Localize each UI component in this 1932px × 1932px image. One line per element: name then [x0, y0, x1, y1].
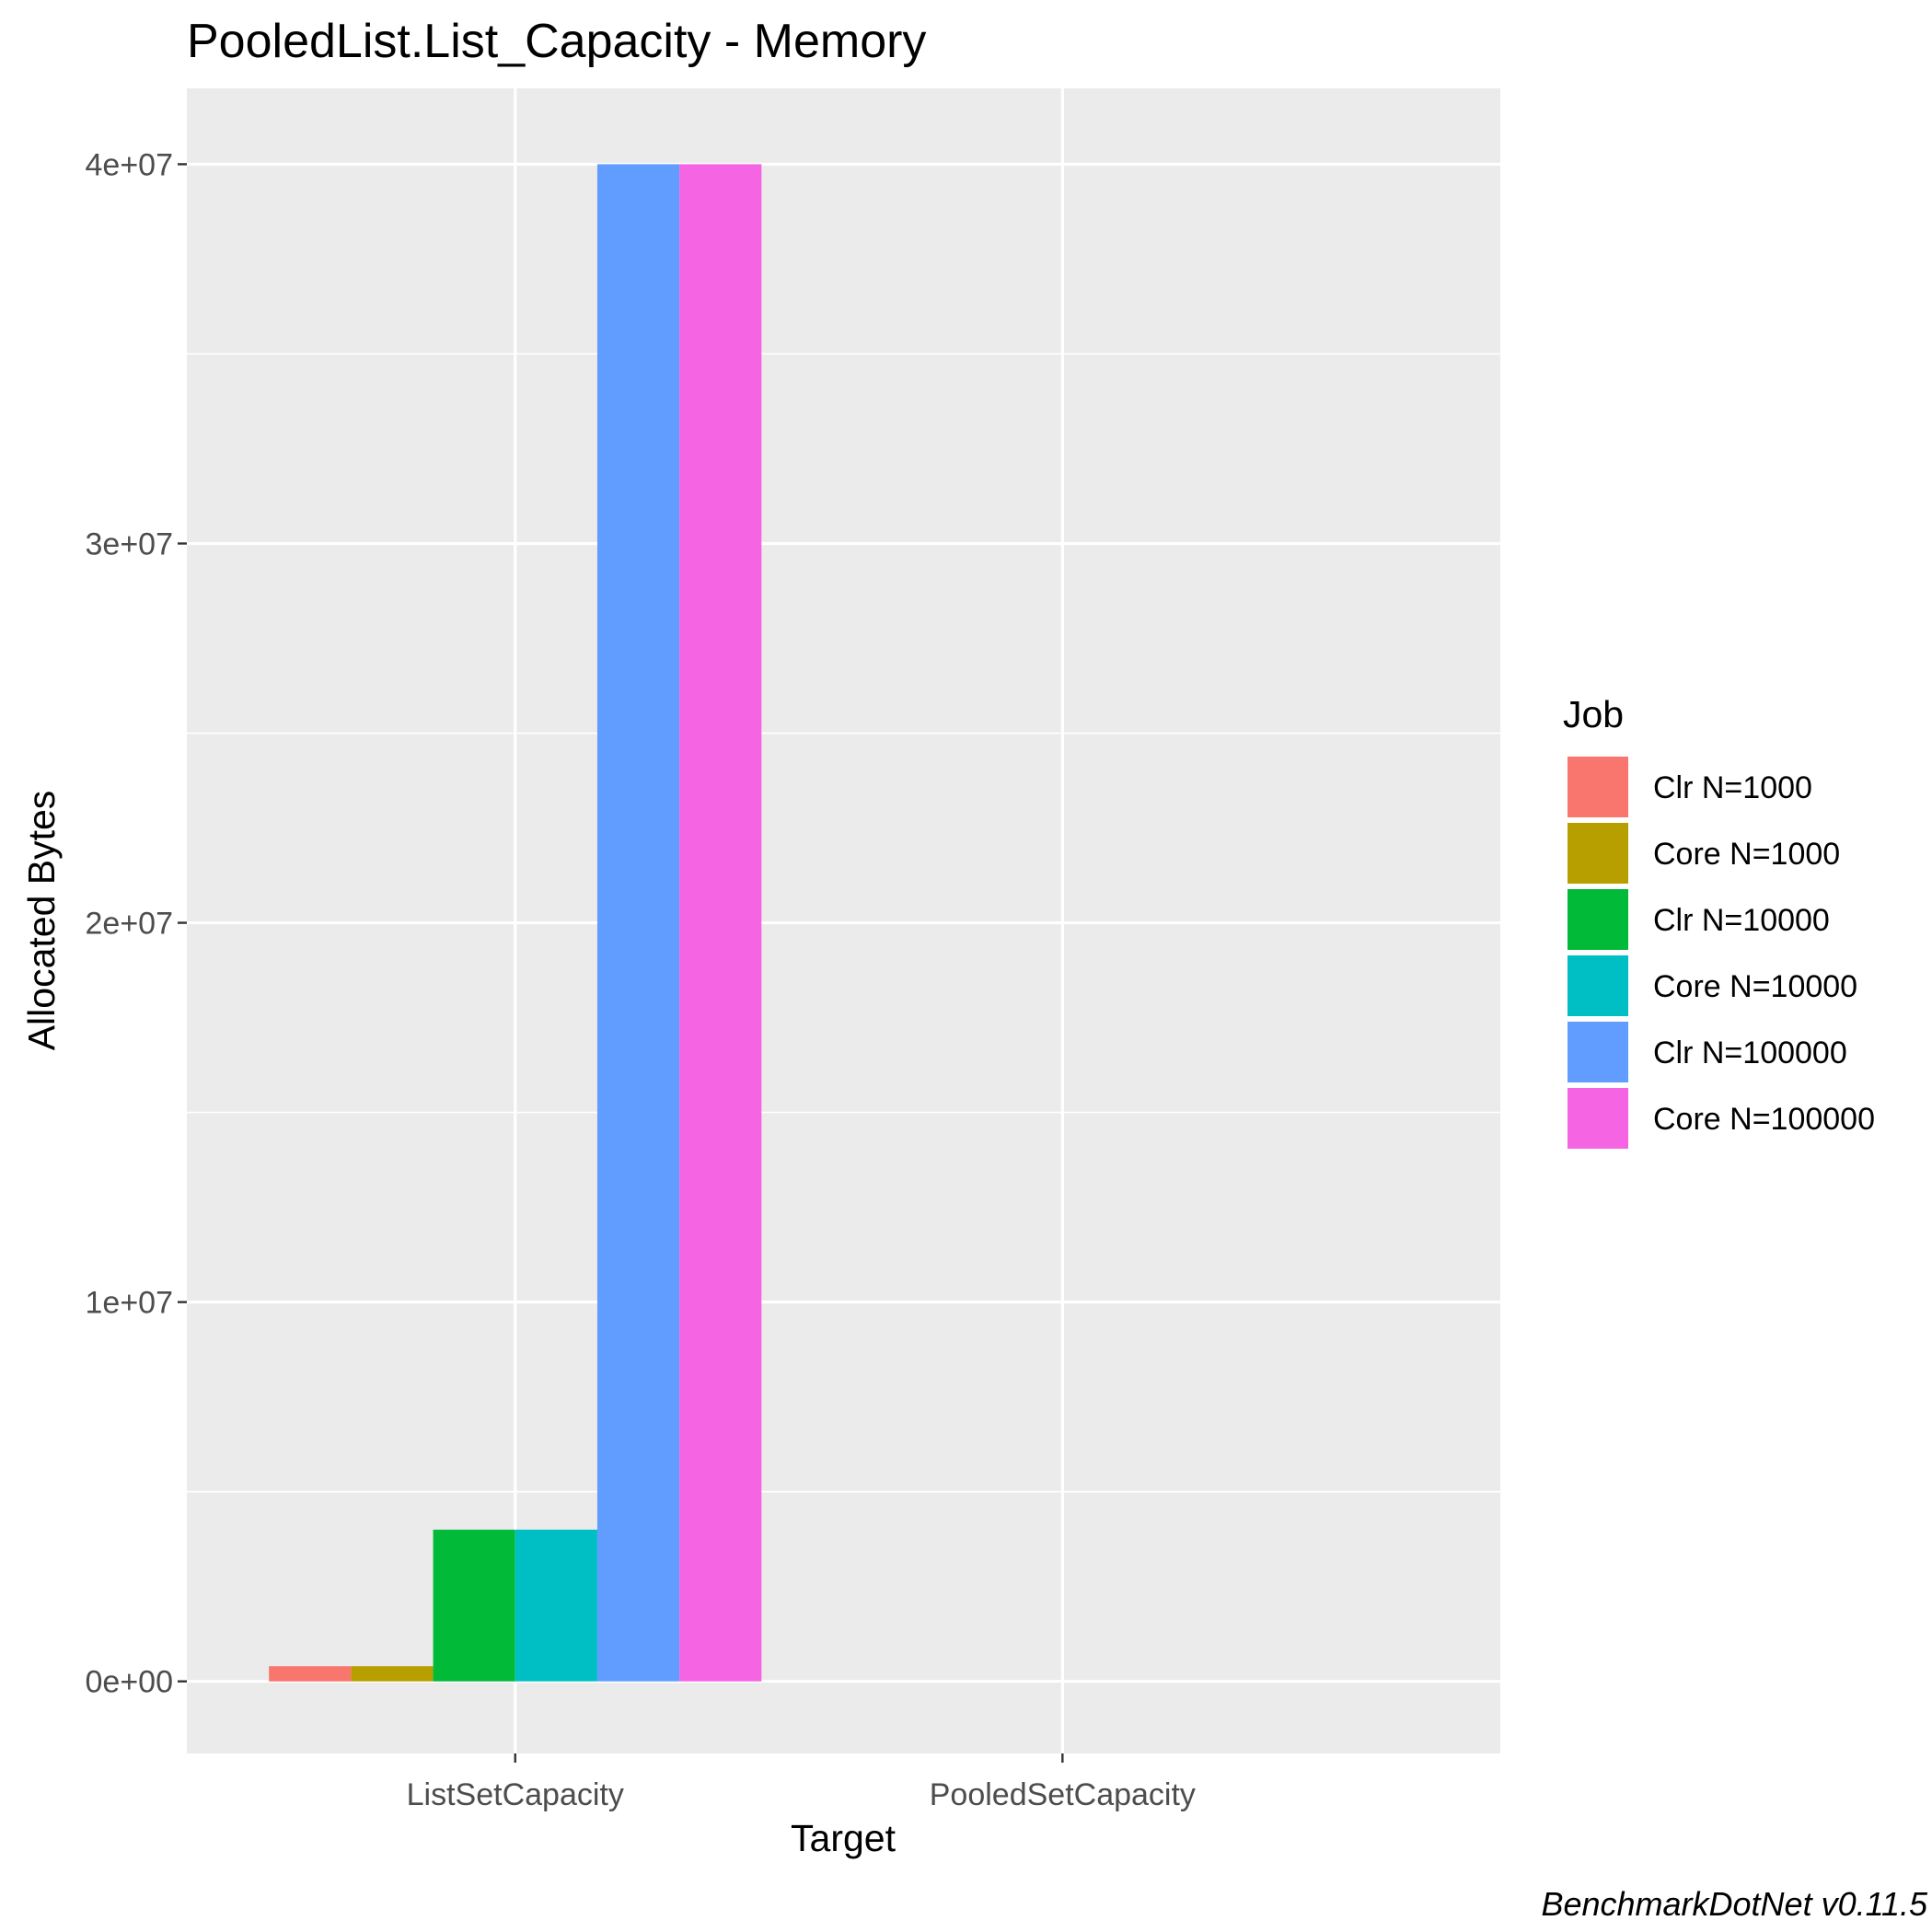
legend-items: Clr N=1000 Core N=1000 Clr N=10000 Core N=1… [1568, 757, 1875, 1149]
x-tick-label: ListSetCapacity [407, 1777, 624, 1812]
legend: Job Clr N=1000 Core N=1000 Clr N=10000 Core… [1563, 693, 1875, 1149]
x-tick-label: PooledSetCapacity [930, 1777, 1196, 1812]
y-axis: 0e+00 1e+07 2e+07 3e+07 4e+07 [86, 147, 187, 1700]
legend-key [1568, 823, 1628, 884]
x-axis: ListSetCapacity PooledSetCapacity [407, 1753, 1196, 1812]
y-tick-label: 3e+07 [86, 526, 174, 561]
legend-label: Core N=10000 [1653, 969, 1857, 1004]
bar [596, 164, 680, 1682]
y-axis-title: Allocated Bytes [20, 791, 63, 1051]
plot-panel [187, 88, 1500, 1753]
caption: BenchmarkDotNet v0.11.5 [1541, 1885, 1928, 1923]
chart-title: PooledList.List_Capacity - Memory [187, 15, 926, 68]
y-tick-label: 1e+07 [86, 1286, 174, 1321]
legend-key [1568, 889, 1628, 950]
minor-gridlines [187, 353, 1500, 1493]
y-tick-label: 0e+00 [86, 1665, 174, 1700]
y-tick-label: 4e+07 [86, 147, 174, 182]
bars [269, 164, 762, 1682]
legend-label: Clr N=100000 [1653, 1035, 1847, 1070]
legend-label: Clr N=10000 [1653, 903, 1830, 938]
bar [515, 1529, 597, 1682]
x-axis-title: Target [791, 1817, 897, 1859]
legend-key [1568, 1022, 1628, 1082]
bar [269, 1666, 352, 1682]
legend-label: Clr N=1000 [1653, 770, 1812, 805]
legend-key [1568, 757, 1628, 817]
bar [679, 164, 762, 1682]
legend-key [1568, 1088, 1628, 1149]
legend-title: Job [1563, 693, 1624, 735]
legend-key [1568, 955, 1628, 1016]
bar [433, 1529, 515, 1682]
bar [351, 1666, 434, 1682]
legend-label: Core N=100000 [1653, 1102, 1875, 1137]
legend-label: Core N=1000 [1653, 837, 1840, 872]
y-tick-label: 2e+07 [86, 907, 174, 942]
